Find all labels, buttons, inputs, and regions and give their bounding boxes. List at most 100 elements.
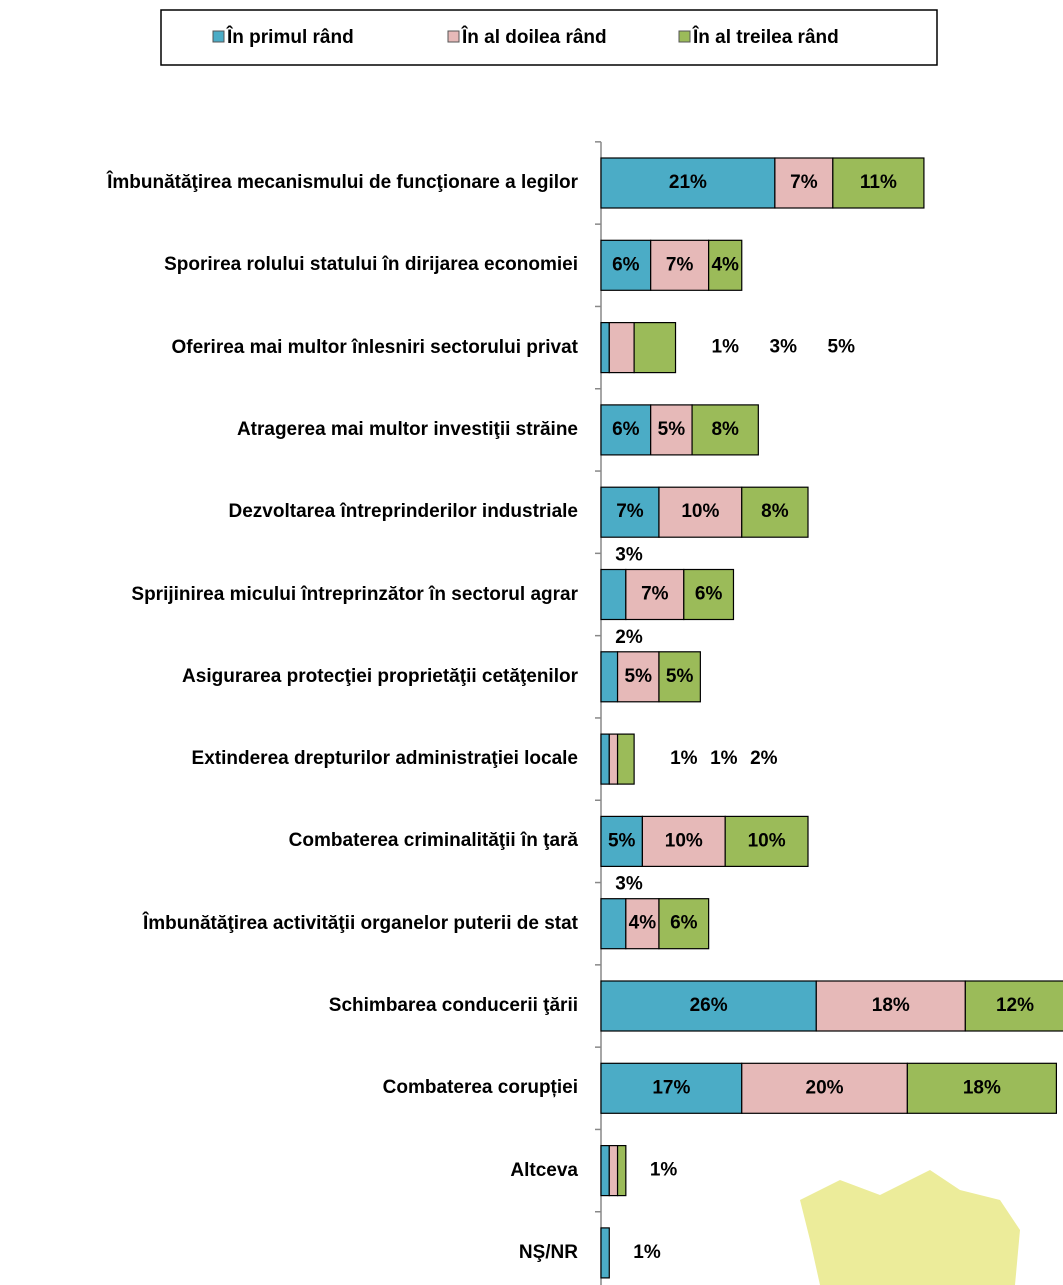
value-label: 21% [669,172,707,193]
category-label-box: NŞ/NR [0,1241,578,1265]
bar-segment [600,733,610,785]
value-label: 3% [615,545,643,566]
category-label: Oferirea mai multor înlesniri sectorului… [171,336,578,358]
bar-segment [600,898,627,950]
bar-segment [600,157,776,209]
value-label: 2% [750,748,778,769]
category-label: Atragerea mai multor investiţii străine [236,418,578,440]
value-label: 2% [615,627,643,648]
value-label: 7% [616,501,644,522]
legend-swatch [447,30,460,43]
bar-segment [658,651,701,703]
value-label: 10% [748,830,786,851]
category-label-box: Îmbunătăţirea activităţii organelor pute… [0,912,578,936]
category-label: Îmbunătăţirea activităţii organelor pute… [143,912,578,934]
bar-segment [600,1227,610,1279]
bar-segment [600,980,817,1032]
map-decoration [800,1170,1020,1285]
value-label: 20% [806,1077,844,1098]
value-label: 3% [615,874,643,895]
value-label: 11% [860,172,897,193]
category-label: Dezvoltarea întreprinderilor industriale [228,501,578,523]
bar-segment [600,815,644,868]
bar-segment [625,568,685,621]
category-label-box: Sprijinirea micului întreprinzător în se… [0,583,578,607]
bar-segment [964,980,1063,1032]
value-label: 5% [608,830,636,851]
value-label: 10% [681,501,719,522]
value-label: 26% [690,995,728,1016]
bar-segment [633,322,677,374]
category-label: Îmbunătăţirea mecanismului de funcţionar… [107,172,578,193]
bar-segment [616,733,635,785]
bar-segment [641,815,726,868]
value-label: 17% [652,1077,690,1098]
category-label-box: Combaterea criminalităţii în ţară [0,829,578,853]
bar-segment [600,404,652,456]
category-label-box: Asigurarea protecţiei proprietăţii cetăţ… [0,665,578,689]
legend-label: În al doilea rând [461,26,607,48]
bar-segment [658,486,743,538]
bar-segment [658,898,710,950]
value-label: 7% [666,254,694,275]
value-label: 7% [641,584,669,605]
value-label: 10% [665,830,703,851]
category-label-box: Oferirea mai multor înlesniri sectorului… [0,336,578,360]
bar-segment [608,733,619,785]
bar-segment [616,651,660,703]
category-label-box: Atragerea mai multor investiţii străine [0,418,578,442]
category-label-box: Combaterea corupției [0,1076,578,1100]
bar-segment [815,980,966,1032]
bar-segment [691,404,759,456]
value-label: 6% [695,584,723,605]
category-label: NŞ/NR [518,1241,578,1263]
bar-segment [600,322,610,374]
bar-segment [708,239,743,291]
value-label: 5% [658,419,686,440]
category-label-box: Dezvoltarea întreprinderilor industriale [0,500,578,524]
value-label: 6% [612,254,640,275]
value-label: 18% [963,1077,1001,1098]
legend-swatch [678,30,691,43]
bar-segment [724,815,809,868]
value-label: 5% [828,337,856,358]
value-label: 4% [629,913,657,934]
category-label: Sporirea rolului statului în dirijarea e… [164,254,578,276]
legend-box [160,9,938,66]
bar-segment [832,157,925,209]
category-label: Altceva [510,1159,578,1181]
value-label: 6% [670,913,698,934]
bar-segment [600,486,660,538]
bar-segment [683,568,735,621]
bar-segment [650,239,710,291]
bar-segment [600,1144,610,1197]
category-label: Combaterea criminalităţii în ţară [288,830,578,852]
value-label: 4% [711,254,739,275]
value-label: 1% [670,748,698,769]
bar-segment [625,898,660,950]
category-label-box: Schimbarea conducerii ţării [0,994,578,1018]
bar-segment [608,322,635,374]
category-label: Schimbarea conducerii ţării [328,995,578,1016]
bar-segment [608,1144,619,1197]
value-label: 8% [711,419,739,440]
value-label: 1% [710,748,738,769]
legend-swatch [212,30,225,43]
legend-label: În al treilea rând [692,26,839,48]
legend-label: În primul rând [226,26,354,48]
value-label: 1% [633,1242,661,1263]
bar-segment [741,1062,908,1114]
category-label-box: Extinderea drepturilor administraţiei lo… [0,747,578,771]
bar-segment [600,651,619,703]
category-label-box: Sporirea rolului statului în dirijarea e… [0,253,578,277]
bar-segment [906,1062,1057,1114]
value-label: 6% [612,419,640,440]
value-label: 3% [770,337,798,358]
category-label-box: Îmbunătăţirea mecanismului de funcţionar… [0,171,578,195]
value-label: 1% [650,1160,678,1181]
value-label: 7% [790,172,818,193]
category-label: Sprijinirea micului întreprinzător în se… [131,583,578,605]
bar-segment [616,1144,627,1197]
